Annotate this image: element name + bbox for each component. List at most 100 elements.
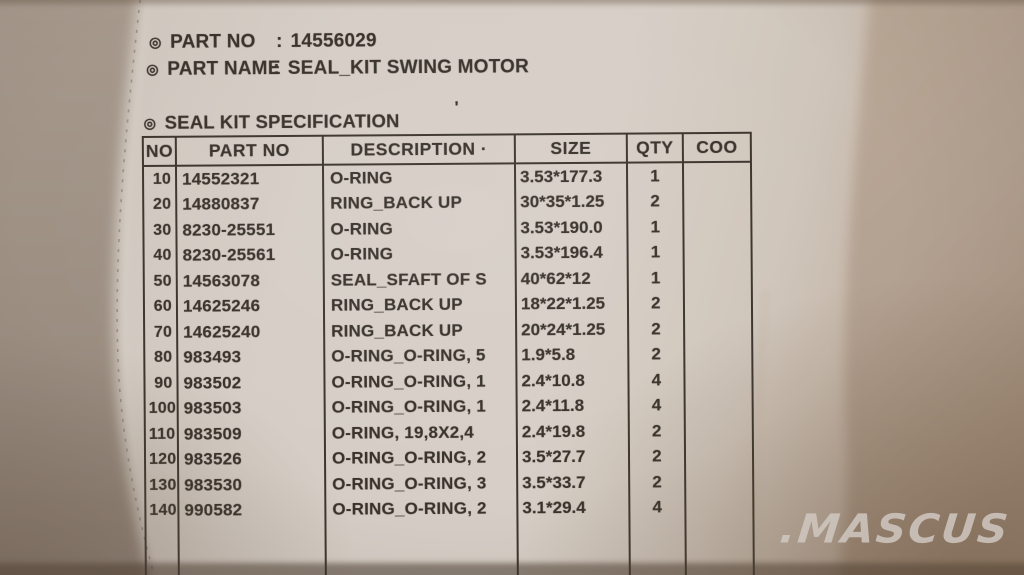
- cell-description: O-RING_O-RING, 1: [324, 368, 517, 396]
- cell-size: 18*22*1.25: [515, 291, 629, 318]
- cell-size: 3.53*190.0: [515, 214, 628, 241]
- cell-description: O-RING_O-RING, 1: [324, 393, 517, 421]
- table-row: 10 14552321 O-RING 3.53*177.3 1: [142, 161, 752, 193]
- ring-bullet-icon: ◎: [146, 60, 159, 77]
- seal-kit-spec-table: NO PART NO DESCRIPTION · SIZE QTY COO 10 14552…: [141, 131, 755, 575]
- column-header-no: NO: [142, 136, 176, 166]
- cell-qty: 2: [628, 443, 686, 470]
- cell-description: O-RING: [322, 163, 516, 192]
- ring-bullet-icon: ◎: [149, 33, 162, 50]
- cell-no: 120: [144, 447, 179, 473]
- cell-no: 20: [143, 192, 177, 218]
- cell-coo: [684, 341, 753, 368]
- cell-qty: 1: [627, 239, 684, 266]
- cell-size: 30*35*1.25: [515, 189, 628, 216]
- cell-description: O-RING: [323, 215, 516, 243]
- cell-empty: [517, 520, 630, 575]
- cell-qty: 4: [629, 494, 686, 521]
- cell-part_no: 8230-25561: [176, 242, 324, 269]
- printed-label: ◎ PART NO:14556029 ◎ PART NAME: SEAL_KIT SW…: [140, 21, 794, 575]
- column-header-description: DESCRIPTION ·: [322, 134, 515, 165]
- cell-size: 1.9*5.8: [516, 342, 629, 369]
- cell-qty: 4: [628, 367, 685, 394]
- cell-part_no: 14563078: [176, 267, 324, 295]
- cell-part_no: 983493: [177, 344, 325, 371]
- cell-qty: 2: [628, 316, 685, 343]
- cell-no: 90: [144, 370, 178, 397]
- cell-part_no: 983530: [178, 471, 326, 499]
- cell-size: 3.5*33.7: [517, 469, 630, 496]
- cell-coo: [684, 315, 753, 342]
- cell-coo: [684, 366, 753, 393]
- cell-no: 140: [145, 498, 179, 524]
- cell-qty: 2: [627, 290, 685, 317]
- cell-description: SEAL_SFAFT OF S: [323, 266, 516, 294]
- cell-size: 3.53*177.3: [514, 162, 628, 190]
- section-title: SEAL KIT SPECIFICATION: [164, 110, 400, 133]
- cell-no: 10: [142, 165, 177, 193]
- cell-empty: [145, 523, 179, 575]
- cell-coo: [683, 239, 752, 266]
- cell-qty: 4: [628, 392, 685, 419]
- cell-size: 2.4*19.8: [516, 418, 629, 445]
- cell-description: O-RING_O-RING, 3: [325, 470, 518, 498]
- cell-no: 40: [143, 243, 177, 269]
- cell-description: RING_BACK UP: [323, 291, 517, 319]
- cell-coo: [685, 468, 754, 495]
- cell-no: 30: [143, 217, 177, 244]
- cell-description: O-RING_O-RING, 2: [324, 444, 518, 472]
- part-no-line: ◎ PART NO:14556029: [149, 30, 377, 54]
- cell-empty: [178, 522, 326, 575]
- cell-description: O-RING_O-RING, 2: [325, 495, 518, 523]
- cell-no: 60: [143, 294, 178, 320]
- seam-stitch-line: [116, 0, 155, 575]
- part-no-value: 14556029: [290, 30, 377, 52]
- cell-qty: 2: [629, 469, 686, 496]
- part-name-label: PART NAME: [167, 58, 281, 80]
- part-name-value: SEAL_KIT SWING MOTOR: [287, 56, 530, 79]
- cell-part_no: 983502: [177, 369, 325, 397]
- cell-part_no: 14880837: [176, 191, 324, 218]
- mascus-watermark: .MASCUS: [777, 505, 1013, 552]
- part-name-line: ◎ PART NAME: SEAL_KIT SWING MOTOR: [146, 56, 529, 81]
- cell-description: O-RING: [323, 240, 516, 268]
- cell-coo: [684, 417, 753, 444]
- cell-size: 40*62*12: [515, 265, 628, 292]
- part-no-label: PART NO: [170, 31, 256, 53]
- cell-no: 130: [145, 472, 179, 499]
- cell-coo: [682, 161, 752, 189]
- cell-coo: [683, 264, 752, 291]
- cell-no: 80: [144, 345, 178, 371]
- stray-ink-mark: ': [454, 97, 459, 117]
- column-header-coo: COO: [682, 132, 751, 163]
- cell-part_no: 14625246: [176, 293, 325, 320]
- cell-size: 3.5*27.7: [516, 444, 630, 471]
- cell-no: 100: [144, 396, 178, 422]
- cell-part_no: 990582: [178, 497, 326, 524]
- cell-description: O-RING, 19,8X2,4: [324, 419, 517, 447]
- cell-coo: [683, 290, 753, 317]
- cell-no: 50: [143, 268, 177, 295]
- cell-part_no: 14625240: [177, 318, 325, 346]
- cell-size: 2.4*11.8: [516, 393, 629, 420]
- cell-size: 3.1*29.4: [517, 495, 630, 522]
- right-fold-region: [838, 0, 1024, 575]
- cell-empty: [685, 519, 754, 575]
- cell-qty: 1: [627, 265, 684, 292]
- cell-qty: 2: [627, 188, 684, 215]
- cell-description: O-RING_O-RING, 5: [324, 342, 517, 370]
- cell-no: 110: [144, 421, 178, 448]
- column-header-qty: QTY: [626, 133, 683, 163]
- cell-qty: 2: [628, 341, 685, 368]
- column-header-part_no: PART NO: [175, 135, 323, 166]
- cell-description: RING_BACK UP: [323, 189, 516, 217]
- cell-size: 20*24*1.25: [516, 316, 629, 343]
- cell-coo: [685, 494, 754, 521]
- cell-empty: [325, 521, 518, 575]
- left-bag-edge-region: [0, 0, 149, 575]
- cell-coo: [684, 392, 753, 419]
- seam-highlight: [123, 0, 164, 575]
- cell-qty: 2: [628, 418, 685, 445]
- cell-empty: [629, 520, 686, 575]
